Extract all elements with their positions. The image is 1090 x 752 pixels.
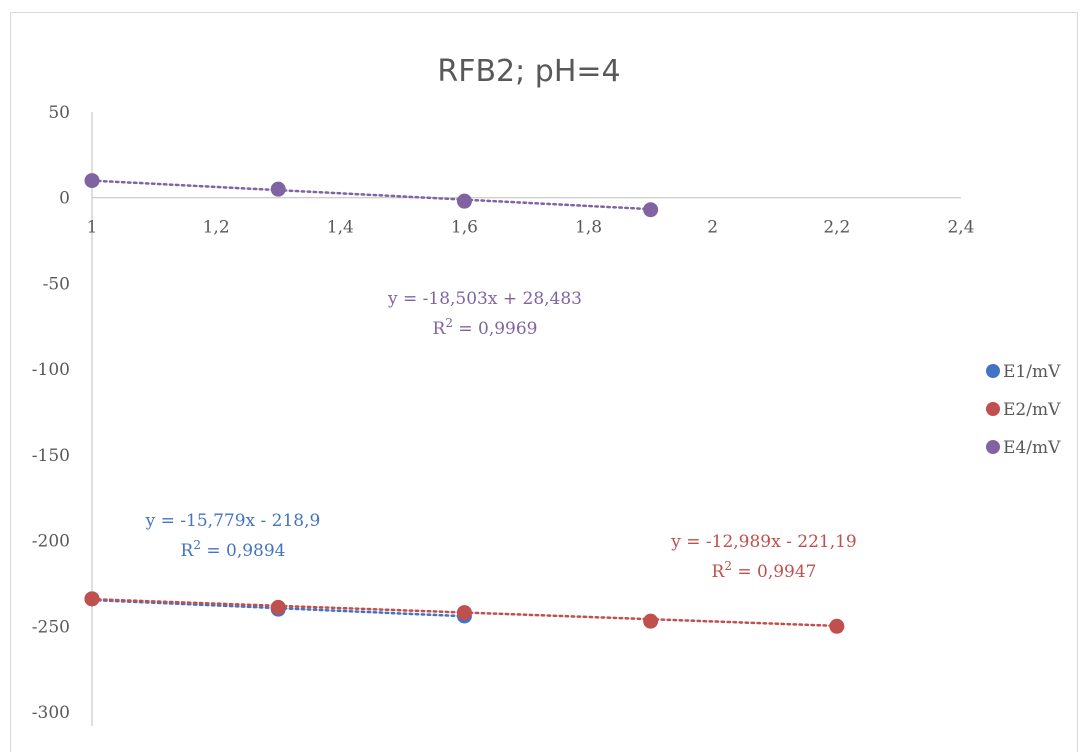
y-tick-label: -100 (32, 360, 70, 380)
r-squared-value: = 0,9894 (201, 541, 286, 561)
x-tick-label: 2,2 (823, 218, 850, 238)
data-point (84, 591, 100, 607)
r-squared-exponent: 2 (445, 316, 453, 330)
x-tick-label: 2 (707, 218, 718, 238)
legend: E1/mV E2/mV E4/mV (986, 362, 1061, 458)
y-tick-label: 50 (48, 103, 70, 123)
data-point (270, 599, 286, 615)
y-tick-label: -50 (43, 274, 70, 294)
data-point (456, 605, 472, 621)
y-tick-label: -150 (32, 446, 70, 466)
data-point (643, 202, 659, 218)
x-tick-label: 1,4 (327, 218, 354, 238)
trendline-equation: y = -18,503x + 28,483 (387, 289, 582, 309)
axes: 50 0 -50 -100 -150 -200 -250 -300 1 1,2 1,4 1,6 1,8 2… (32, 103, 975, 726)
legend-marker (986, 364, 1000, 378)
x-tick-label: 2,4 (947, 218, 974, 238)
data-points (84, 173, 845, 634)
legend-label: E1/mV (1003, 362, 1061, 382)
legend-label: E4/mV (1003, 438, 1061, 458)
x-tick-label: 1 (87, 218, 98, 238)
y-tick-label: 0 (59, 189, 70, 209)
legend-marker (986, 402, 1000, 416)
data-point (270, 181, 286, 197)
trendline-equation: y = -12,989x - 221,19 (670, 532, 857, 552)
data-point (84, 173, 100, 189)
y-tick-label: -200 (32, 532, 70, 552)
y-tick-label: -300 (32, 703, 70, 723)
x-tick-label: 1,6 (451, 218, 478, 238)
legend-marker (986, 440, 1000, 454)
trendline (90, 179, 652, 211)
r-squared-symbol: R (433, 319, 447, 339)
chart-frame (10, 12, 1078, 752)
r-squared-exponent: 2 (724, 559, 732, 573)
data-point (456, 193, 472, 209)
r-squared-exponent: 2 (193, 538, 201, 552)
data-point (829, 618, 845, 634)
r-squared-value: = 0,9947 (732, 562, 817, 582)
r-squared-label: R2 = 0,9947 (712, 559, 817, 582)
trendline-equation: y = -15,779x - 218,9 (145, 511, 321, 531)
r-squared-label: R2 = 0,9894 (181, 538, 286, 561)
r-squared-symbol: R (181, 541, 195, 561)
trendline-equations: y = -15,779x - 218,9R2 = 0,9894 y = -12,9… (145, 289, 857, 582)
data-point (643, 613, 659, 629)
r-squared-label: R2 = 0,9969 (433, 316, 538, 339)
y-tick-label: -250 (32, 617, 70, 637)
legend-label: E2/mV (1003, 400, 1061, 420)
x-tick-label: 1,2 (203, 218, 230, 238)
x-tick-label: 1,8 (575, 218, 602, 238)
chart-title: RFB2; pH=4 (437, 54, 620, 89)
r-squared-value: = 0,9969 (453, 319, 538, 339)
r-squared-symbol: R (712, 562, 726, 582)
